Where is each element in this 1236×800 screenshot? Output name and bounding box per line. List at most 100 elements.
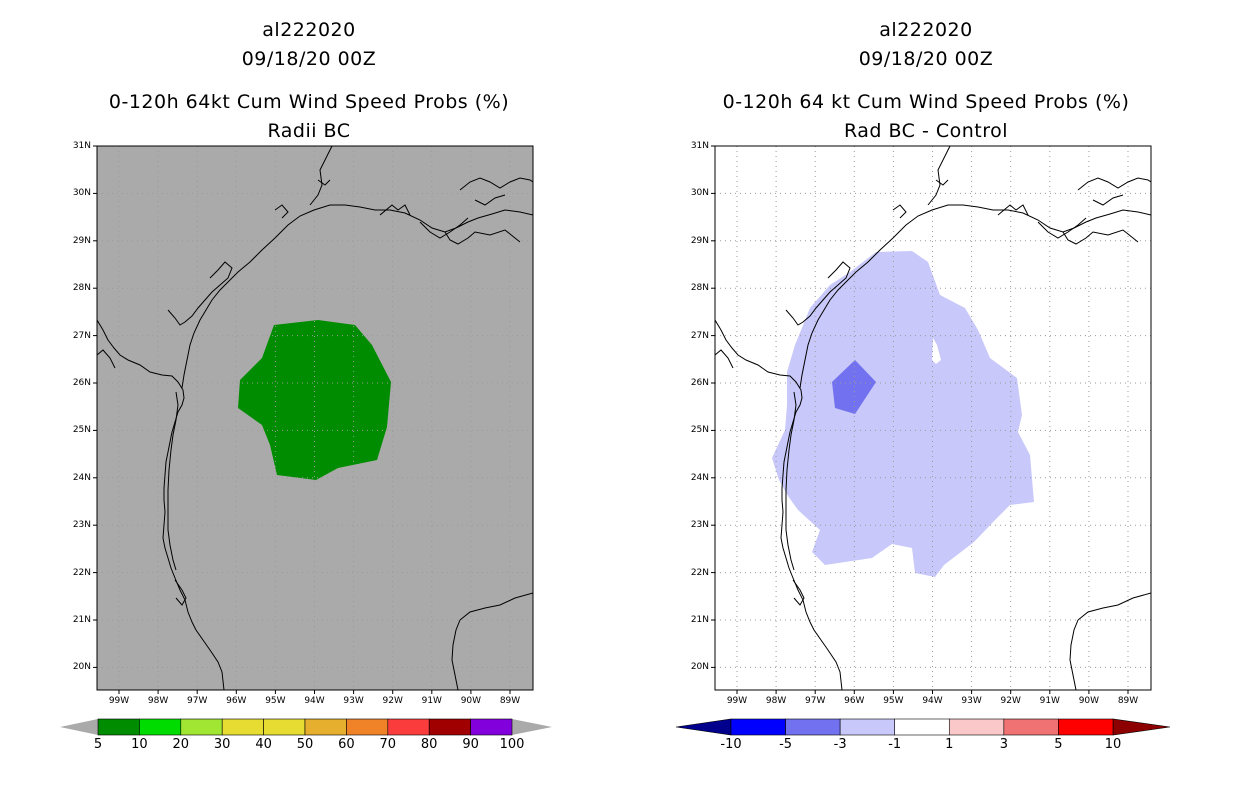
colorbar-box <box>894 718 950 736</box>
forecast-time: 09/18/20 00Z <box>858 48 994 70</box>
lat-tick-label: 23N <box>690 520 709 531</box>
right-map-panel <box>714 145 1152 691</box>
colorbar-label: 60 <box>338 737 355 752</box>
lat-tick-label: 31N <box>72 141 91 151</box>
lon-tick-label: 95W <box>883 696 904 706</box>
lat-tick-label: 24N <box>690 472 709 483</box>
coastline-segment <box>1069 619 1079 690</box>
colorbar-label: 10 <box>131 737 148 752</box>
colorbar-label: 40 <box>255 737 272 752</box>
lon-tick-label: 92W <box>382 696 403 706</box>
colorbar-label: 20 <box>172 737 190 752</box>
right-panel-title: al222020 09/18/20 00Z 0-120h 64 kt Cum W… <box>676 16 1176 146</box>
product-title: 0-120h 64kt Cum Wind Speed Probs (%) <box>108 91 510 113</box>
right-colorbar <box>675 718 1171 736</box>
coastline-segment <box>174 579 187 606</box>
colorbar-box <box>387 718 430 736</box>
grid-lines <box>715 146 1151 690</box>
difference-contour-minus1 <box>772 251 1034 577</box>
colorbar-right-arrow <box>512 719 552 735</box>
colorbar-box <box>304 718 347 736</box>
lon-tick-label: 98W <box>147 696 169 706</box>
lon-tick-label: 92W <box>1000 696 1021 706</box>
lon-tick-label: 99W <box>108 696 130 706</box>
colorbar-label: 100 <box>499 737 525 752</box>
lat-tick-label: 26N <box>72 378 91 388</box>
lat-tick-label: 26N <box>690 378 709 388</box>
colorbar-label: -1 <box>888 737 902 752</box>
colorbar-label: 10 <box>1104 737 1122 752</box>
lon-tick-label: 91W <box>421 696 442 706</box>
lat-tick-label: 27N <box>690 330 709 341</box>
coastline-segment <box>1062 229 1139 245</box>
lat-tick-label: 25N <box>690 425 709 436</box>
coastline-segment <box>927 146 951 206</box>
lon-tick-label: 89W <box>499 696 521 706</box>
colorbar-label: 5 <box>1054 737 1063 752</box>
colorbar-box <box>180 718 223 736</box>
lat-tick-label: 29N <box>72 235 91 246</box>
left-map-panel <box>96 145 534 691</box>
lat-tick-label: 28N <box>690 283 709 294</box>
colorbar-box <box>470 718 513 736</box>
forecast-time: 09/18/20 00Z <box>241 48 377 70</box>
lat-tick-label: 29N <box>690 235 709 246</box>
lat-tick-label: 24N <box>72 472 91 483</box>
coastline-segment <box>997 204 1029 216</box>
colorbar-label: 50 <box>296 737 314 752</box>
lon-tick-label: 90W <box>1078 696 1100 706</box>
storm-id: al222020 <box>879 19 973 41</box>
lat-tick-label: 30N <box>690 188 709 199</box>
storm-id: al222020 <box>262 19 356 41</box>
coastline-segment <box>167 261 233 326</box>
colorbar-box <box>428 718 471 736</box>
lon-tick-label: 93W <box>961 696 982 706</box>
colorbar-label: 80 <box>420 737 438 752</box>
colorbar-label: 70 <box>379 737 397 752</box>
colorbar-box <box>1003 718 1059 736</box>
coastline-segment <box>274 204 289 219</box>
lon-tick-label: 99W <box>726 696 748 706</box>
difference-contour-hole <box>932 338 941 364</box>
colorbar-label: 3 <box>999 737 1008 752</box>
colorbar-box <box>263 718 306 736</box>
coastline-segment <box>799 204 1151 389</box>
lat-tick-label: 21N <box>72 615 91 625</box>
lon-tick-label: 93W <box>343 696 364 706</box>
colorbar-label: 5 <box>93 737 103 752</box>
coastline <box>715 146 1151 690</box>
lat-tick-label: 27N <box>72 330 91 341</box>
left-colorbar <box>60 718 552 736</box>
coastline-segment <box>1077 177 1151 191</box>
colorbar-left-arrow <box>675 718 732 736</box>
lat-tick-label: 25N <box>72 425 91 436</box>
coastline-segment <box>459 177 533 191</box>
lon-tick-label: 97W <box>187 696 208 706</box>
coastline-segment <box>1077 592 1151 621</box>
probability-contour-5pct <box>238 320 391 480</box>
colorbar-label: 90 <box>462 737 479 752</box>
colorbar-label: -3 <box>833 737 847 752</box>
colorbar-right-arrow <box>1112 718 1171 736</box>
coastline-segment <box>97 319 225 690</box>
lon-tick-label: 96W <box>844 696 865 706</box>
lat-tick-label: 20N <box>690 662 709 673</box>
coastline-segment <box>97 349 116 369</box>
coastline-segment <box>451 619 461 690</box>
coastline-segment <box>459 592 533 621</box>
colorbar-label: -10 <box>720 737 742 752</box>
coastline-segment <box>715 319 843 690</box>
lon-tick-label: 96W <box>226 696 247 706</box>
coastline-segment <box>792 579 805 606</box>
colorbar-box <box>97 718 140 736</box>
lon-tick-label: 89W <box>1117 696 1139 706</box>
product-title: 0-120h 64 kt Cum Wind Speed Probs (%) <box>722 91 1130 113</box>
lat-tick-label: 28N <box>72 283 91 294</box>
lon-tick-label: 98W <box>765 696 787 706</box>
coastline-segment <box>785 261 851 326</box>
colorbar-label: 30 <box>213 737 231 752</box>
coastline <box>97 146 533 690</box>
lon-tick-label: 94W <box>304 696 325 706</box>
coastline-segment <box>379 204 411 216</box>
